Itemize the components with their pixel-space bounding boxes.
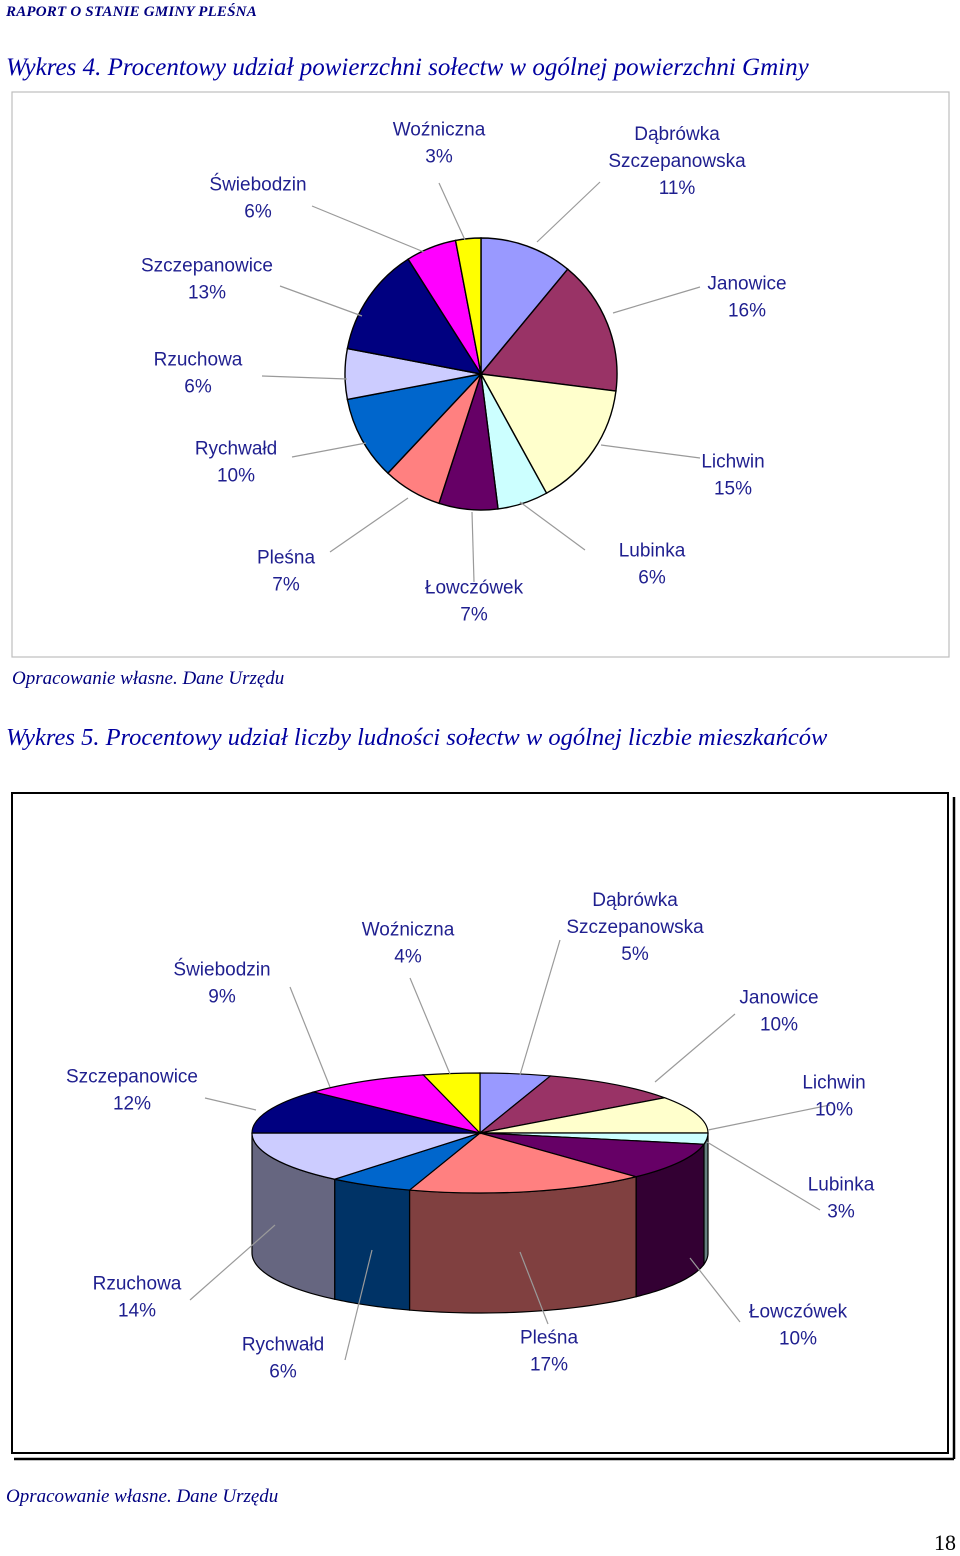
chart2-wall-rychwald xyxy=(334,1178,411,1311)
chart1-label-dabrowka-szczepanowska-2: 11% xyxy=(659,178,696,199)
chart1-slice-szczepanowice xyxy=(346,258,483,375)
chart1-label-lowczowek-0: Łowczówek xyxy=(425,578,524,599)
chart1-label-lichwin-1: 15% xyxy=(714,479,752,500)
chart1-leader-rychwald xyxy=(291,442,367,458)
chart1-leader-swiebodzin xyxy=(311,205,425,253)
chart1-label-janowice-0: Janowice xyxy=(707,274,786,295)
chart1-label-wozniczna-0: Woźniczna xyxy=(393,120,486,141)
chart1-leader-dabrowka-szczepanowska xyxy=(536,181,601,243)
chart1-leader-lubinka xyxy=(519,501,586,551)
chart1-label-janowice-1: 16% xyxy=(728,301,766,322)
chart1-slice-rychwald xyxy=(346,372,483,475)
chart2-label-wozniczna-0: Woźniczna xyxy=(362,920,455,941)
chart2-label-plesna-0: Pleśna xyxy=(520,1328,579,1349)
chart1-slice-wozniczna xyxy=(454,237,482,375)
chart1-slice-dabrowka-szczepanowska xyxy=(480,237,569,376)
chart1-labels: Dąbrówka Szczepanowska 11% Janowice 16% Lichw… xyxy=(141,120,787,626)
chart1-label-rychwald-0: Rychwałd xyxy=(195,439,277,460)
chart1-label-lichwin-0: Lichwin xyxy=(701,452,764,473)
chart2-label-szczepanowice-0: Szczepanowice xyxy=(66,1067,198,1088)
chart1-leader-janowice xyxy=(612,286,701,314)
chart1-label-rychwald-1: 10% xyxy=(217,466,255,487)
page-number: 18 xyxy=(934,1530,956,1555)
chart1-label-lowczowek-1: 7% xyxy=(460,605,488,626)
chart2-frame xyxy=(11,792,949,1454)
chart2-label-dabrowka-szczepanowska-0: Dąbrówka xyxy=(592,890,678,911)
chart1-label-szczepanowice-1: 13% xyxy=(188,283,226,304)
chart2-leader-plesna xyxy=(519,1251,549,1325)
chart2-label-plesna-1: 17% xyxy=(530,1355,568,1376)
chart2-leader-rzuchowa xyxy=(189,1224,276,1301)
chart2-slice-lowczowek xyxy=(479,1132,706,1178)
chart1-leader-lichwin xyxy=(600,444,701,459)
chart2-leader-wozniczna xyxy=(409,977,451,1075)
chart1-label-rzuchowa-0: Rzuchowa xyxy=(154,350,243,371)
chart2-source: Opracowanie własne. Dane Urzędu xyxy=(6,1486,279,1507)
chart2-leader-lowczowek xyxy=(689,1257,741,1323)
chart1-leader-plesna xyxy=(329,497,409,553)
chart2-leader-lichwin xyxy=(707,1104,831,1131)
chart2-label-lowczowek-0: Łowczówek xyxy=(749,1302,848,1323)
chart1-label-swiebodzin-1: 6% xyxy=(244,202,272,223)
chart1-slice-lichwin xyxy=(479,373,617,495)
chart1-label-plesna-0: Pleśna xyxy=(257,548,316,569)
chart2-labels: Dąbrówka Szczepanowska 5% Janowice 10% Lichwi… xyxy=(66,890,875,1383)
chart2-label-dabrowka-szczepanowska-1: Szczepanowska xyxy=(566,917,704,938)
chart1-label-szczepanowice-0: Szczepanowice xyxy=(141,256,273,277)
chart2-label-rychwald-0: Rychwałd xyxy=(242,1335,324,1356)
chart2-label-dabrowka-szczepanowska-2: 5% xyxy=(621,944,649,965)
chart1-label-lubinka-1: 6% xyxy=(638,568,666,589)
chart2-leader-janowice xyxy=(654,1013,736,1083)
chart2-label-lichwin-0: Lichwin xyxy=(802,1073,865,1094)
chart1-leader-szczepanowice xyxy=(279,285,363,317)
chart2-leader-lubinka xyxy=(706,1141,821,1211)
chart2-label-lowczowek-1: 10% xyxy=(779,1329,817,1350)
chart1-label-wozniczna-1: 3% xyxy=(425,147,453,168)
report-header: RAPORT O STANIE GMINY PLEŚNA xyxy=(6,4,257,20)
chart1-leader-wozniczna xyxy=(438,182,466,241)
chart2-label-lubinka-0: Lubinka xyxy=(808,1175,875,1196)
chart2-label-wozniczna-1: 4% xyxy=(394,947,422,968)
chart1-leader-lowczowek xyxy=(471,511,475,583)
chart2-leader-swiebodzin xyxy=(289,986,331,1088)
chart2-label-janowice-0: Janowice xyxy=(739,988,818,1009)
chart2-pie xyxy=(251,1072,709,1314)
chart2-slice-rzuchowa xyxy=(251,1132,481,1180)
chart2-label-lichwin-1: 10% xyxy=(815,1100,853,1121)
chart2-label-rzuchowa-1: 14% xyxy=(118,1301,156,1322)
chart2-label-swiebodzin-0: Świebodzin xyxy=(173,959,270,981)
chart2-slice-janowice xyxy=(479,1075,667,1134)
chart2-slice-wozniczna xyxy=(421,1072,481,1135)
chart2-label-rychwald-1: 6% xyxy=(269,1362,297,1383)
chart1-label-swiebodzin-0: Świebodzin xyxy=(209,174,306,196)
chart1-label-plesna-1: 7% xyxy=(272,575,300,596)
chart1-title: Wykres 4. Procentowy udział powierzchni … xyxy=(6,54,809,81)
chart1-label-lubinka-0: Lubinka xyxy=(619,541,686,562)
chart2-leader-dabrowka-szczepanowska xyxy=(519,939,561,1076)
chart2-label-rzuchowa-0: Rzuchowa xyxy=(93,1274,182,1295)
chart2-label-swiebodzin-1: 9% xyxy=(208,987,236,1008)
chart2-leader-rychwald xyxy=(344,1249,373,1361)
chart1-source: Opracowanie własne. Dane Urzędu xyxy=(12,668,285,689)
chart2-slice-swiebodzin xyxy=(311,1074,482,1135)
chart2-label-szczepanowice-1: 12% xyxy=(113,1094,151,1115)
chart1-leader-rzuchowa xyxy=(261,375,348,380)
chart2-wall-plesna xyxy=(408,1175,637,1314)
chart2-label-lubinka-1: 3% xyxy=(827,1202,855,1223)
chart2-wall-lubinka xyxy=(703,1133,709,1267)
chart2-title: Wykres 5. Procentowy udział liczby ludno… xyxy=(6,724,828,751)
chart1-label-dabrowka-szczepanowska-1: Szczepanowska xyxy=(608,151,746,172)
chart1-label-rzuchowa-1: 6% xyxy=(184,377,212,398)
chart2-leader-szczepanowice xyxy=(204,1097,257,1111)
chart1-pie xyxy=(344,237,618,511)
chart2-slice-szczepanowice xyxy=(251,1091,481,1134)
chart2-slice-plesna xyxy=(408,1132,639,1194)
chart1-label-dabrowka-szczepanowska-0: Dąbrówka xyxy=(634,124,720,145)
chart1-slice-janowice xyxy=(479,268,618,392)
chart2-label-janowice-1: 10% xyxy=(760,1015,798,1036)
chart2-slice-lichwin xyxy=(479,1097,709,1134)
